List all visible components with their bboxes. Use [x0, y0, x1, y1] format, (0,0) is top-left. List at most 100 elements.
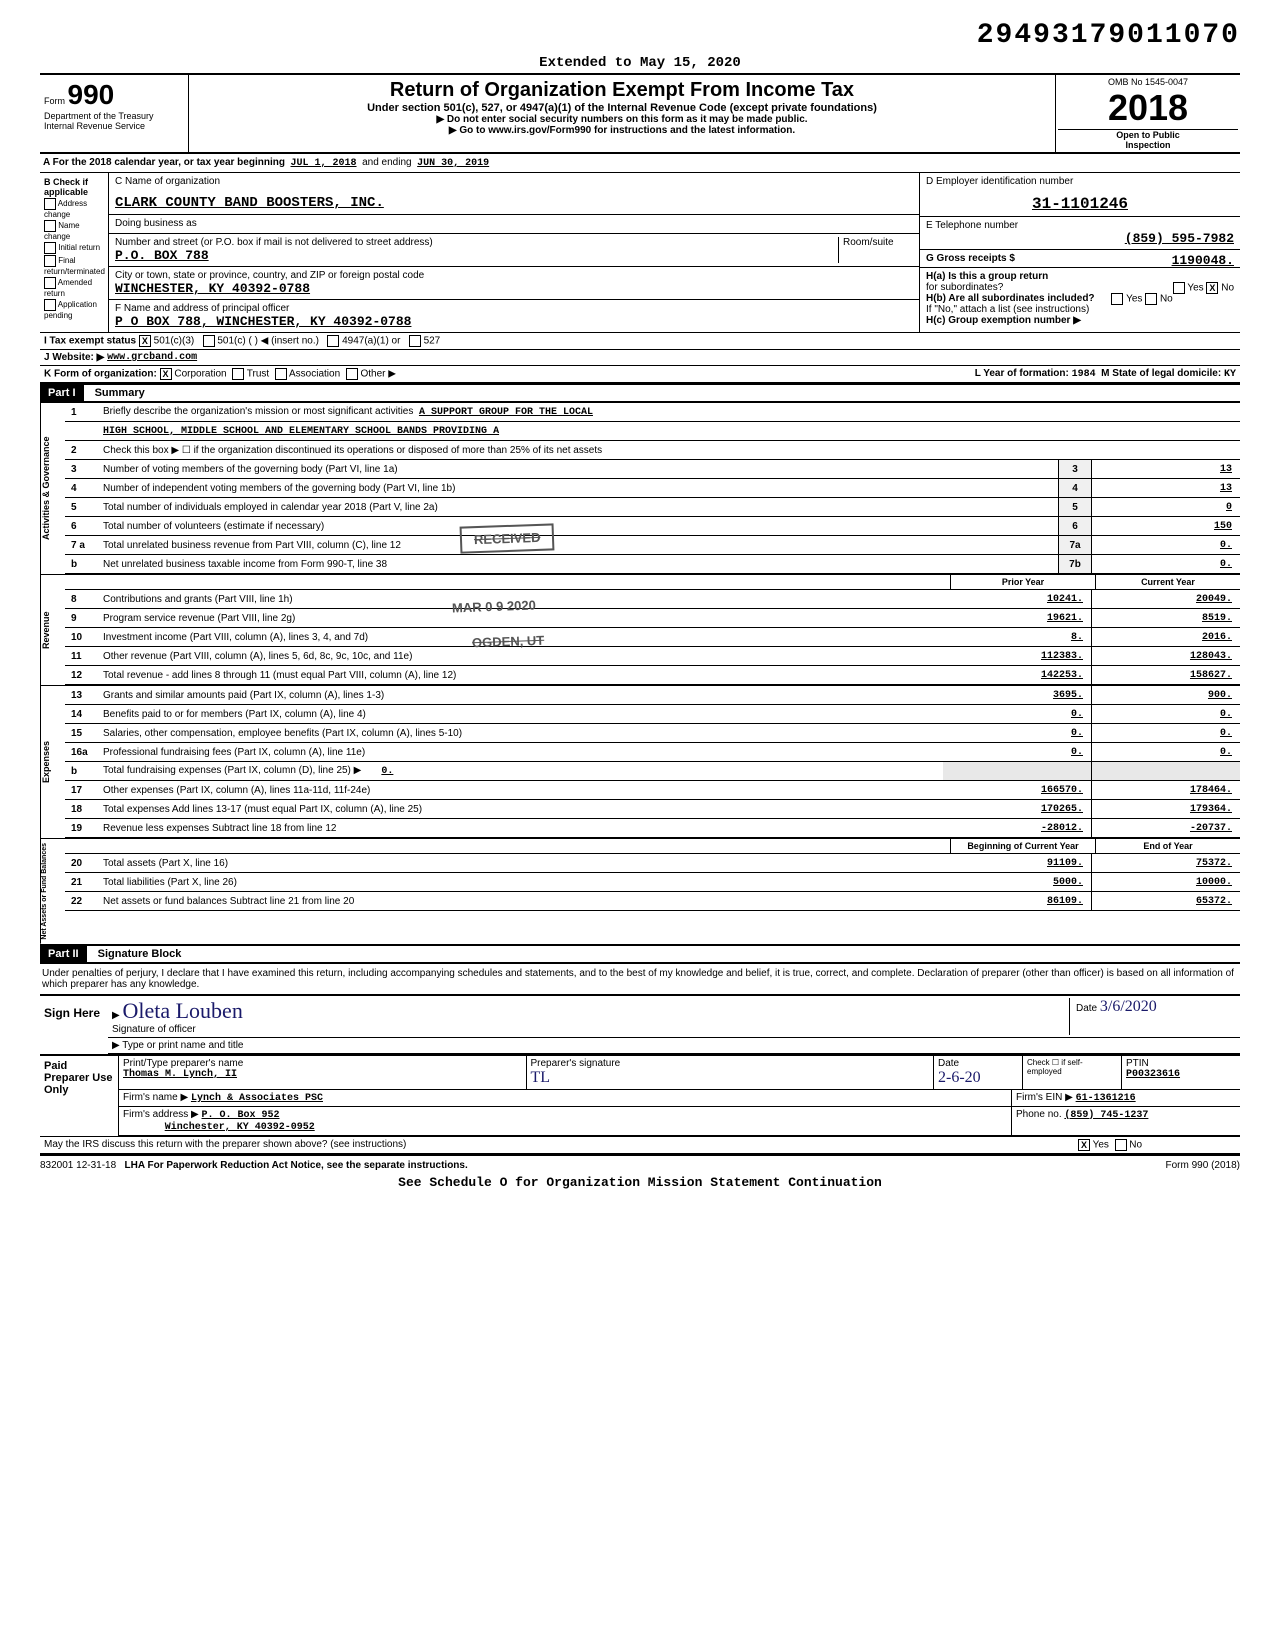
line-val: 13	[1092, 479, 1240, 497]
opt-527: 527	[424, 336, 441, 347]
current-val: -20737.	[1091, 819, 1240, 837]
tax-year: 2018	[1058, 87, 1238, 129]
firm-addr2: Winchester, KY 40392-0952	[165, 1122, 315, 1133]
line-desc: Net assets or fund balances Subtract lin…	[99, 894, 943, 909]
barcode-number: 29493179011070	[40, 20, 1240, 51]
sig-label: Signature of officer	[112, 1024, 196, 1035]
current-val: 0.	[1091, 705, 1240, 723]
form-number: 990	[68, 79, 115, 111]
vert-expenses: Expenses	[40, 686, 65, 838]
form-subtitle: Under section 501(c), 527, or 4947(a)(1)…	[199, 102, 1045, 114]
prep-sig-label: Preparer's signature	[531, 1058, 930, 1069]
current-val: 0.	[1091, 724, 1240, 742]
line-num: 3	[65, 464, 99, 475]
officer: P O BOX 788, WINCHESTER, KY 40392-0788	[115, 314, 913, 329]
firm-addr1: P. O. Box 952	[202, 1110, 280, 1121]
name-label: C Name of organization	[115, 176, 913, 187]
stamp-received: RECEIVED	[460, 523, 555, 553]
current-val: 158627.	[1091, 666, 1240, 684]
gross: 1190048.	[1172, 253, 1234, 268]
line-num: 8	[65, 594, 99, 605]
vert-revenue: Revenue	[40, 575, 65, 685]
current-val: 10000.	[1091, 873, 1240, 891]
prep-name-label: Print/Type preparer's name	[123, 1058, 522, 1069]
current-val: 75372.	[1091, 854, 1240, 872]
prior-val: 10241.	[943, 590, 1091, 608]
k-assoc: Association	[289, 369, 340, 380]
ha-label: H(a) Is this a group return	[926, 271, 1048, 282]
officer-label: F Name and address of principal officer	[115, 303, 913, 314]
line-num: 16a	[65, 747, 99, 758]
prior-val: -28012.	[943, 819, 1091, 837]
stamp-date-text: MAR 0 9 2020	[452, 598, 536, 616]
discuss-no: No	[1129, 1139, 1142, 1150]
opt-501c-b: ) ◀ (insert no.)	[255, 336, 319, 347]
ptin-label: PTIN	[1126, 1058, 1236, 1069]
line-desc: Total fundraising expenses (Part IX, col…	[99, 763, 943, 779]
form-header: Form 990 Department of the Treasury Inte…	[40, 73, 1240, 154]
col-b-title: B Check if applicable	[44, 177, 88, 197]
vert-activities: Activities & Governance	[40, 403, 65, 574]
website: www.grcband.com	[107, 352, 197, 363]
current-val: 900.	[1091, 686, 1240, 704]
prior-val: 142253.	[943, 666, 1091, 684]
line-desc: Other expenses (Part IX, column (A), lin…	[99, 783, 943, 798]
k-corp: Corporation	[174, 369, 226, 380]
line-num: b	[65, 559, 99, 570]
end-header: End of Year	[1095, 839, 1240, 853]
prep-name: Thomas M. Lynch, II	[123, 1069, 522, 1080]
line-num: 7 a	[65, 540, 99, 551]
sig-date-label: Date	[1076, 1003, 1097, 1014]
line-desc: Net unrelated business taxable income fr…	[99, 557, 1058, 572]
line-num: 9	[65, 613, 99, 624]
phone-label: E Telephone number	[926, 220, 1234, 231]
prep-phone-label: Phone no.	[1016, 1109, 1062, 1120]
street-label: Number and street (or P.O. box if mail i…	[115, 237, 838, 248]
line-box: 7b	[1058, 555, 1092, 573]
current-val: 128043.	[1091, 647, 1240, 665]
beg-header: Beginning of Current Year	[950, 839, 1095, 853]
begin-date: JUL 1, 2018	[291, 158, 357, 169]
prior-val: 91109.	[943, 854, 1091, 872]
line-desc: Total number of volunteers (estimate if …	[99, 519, 1058, 534]
line-desc: Total unrelated business revenue from Pa…	[99, 538, 1058, 553]
section-a-row: A For the 2018 calendar year, or tax yea…	[40, 154, 1240, 173]
opt-4947: 4947(a)(1) or	[342, 336, 400, 347]
part2-label: Part II	[40, 946, 87, 962]
prep-phone: (859) 745-1237	[1064, 1110, 1148, 1121]
dept-label: Department of the Treasury	[44, 111, 184, 121]
line-num: 22	[65, 896, 99, 907]
firm-ein-label: Firm's EIN ▶	[1016, 1092, 1073, 1103]
line-num: 18	[65, 804, 99, 815]
row-i-label: I Tax exempt status	[44, 336, 136, 347]
prep-date: 2-6-20	[938, 1069, 1018, 1087]
perjury-text: Under penalties of perjury, I declare th…	[40, 964, 1240, 994]
line-val: 0	[1092, 498, 1240, 516]
firm-name: Lynch & Associates PSC	[191, 1093, 323, 1104]
stamp-ogden-text: OGDEN, UT	[472, 633, 545, 651]
firm-ein: 61-1361216	[1076, 1093, 1136, 1104]
footer-form: Form 990 (2018)	[1166, 1160, 1240, 1171]
l1-val2: HIGH SCHOOL, MIDDLE SCHOOL AND ELEMENTAR…	[99, 424, 1240, 439]
header-note-1: ▶ Do not enter social security numbers o…	[199, 114, 1045, 125]
current-val: 2016.	[1091, 628, 1240, 646]
line-val: 150	[1092, 517, 1240, 535]
line-num: 19	[65, 823, 99, 834]
current-header: Current Year	[1095, 575, 1240, 589]
irs-label: Internal Revenue Service	[44, 121, 184, 131]
line-num: 12	[65, 670, 99, 681]
line-val: 0.	[1092, 536, 1240, 554]
ein: 31-1101246	[926, 195, 1234, 213]
prior-header: Prior Year	[950, 575, 1095, 589]
line-desc: Number of voting members of the governin…	[99, 462, 1058, 477]
hb-label: H(b) Are all subordinates included?	[926, 293, 1095, 304]
k-other: Other ▶	[360, 369, 395, 380]
dba-label: Doing business as	[115, 218, 197, 229]
current-val: 179364.	[1091, 800, 1240, 818]
current-val: 178464.	[1091, 781, 1240, 799]
firm-addr-label: Firm's address ▶	[123, 1109, 199, 1120]
prior-val: 8.	[943, 628, 1091, 646]
k-year-label: L Year of formation:	[975, 368, 1069, 379]
type-label: Type or print name and title	[122, 1040, 243, 1051]
line-desc: Total expenses Add lines 13-17 (must equ…	[99, 802, 943, 817]
